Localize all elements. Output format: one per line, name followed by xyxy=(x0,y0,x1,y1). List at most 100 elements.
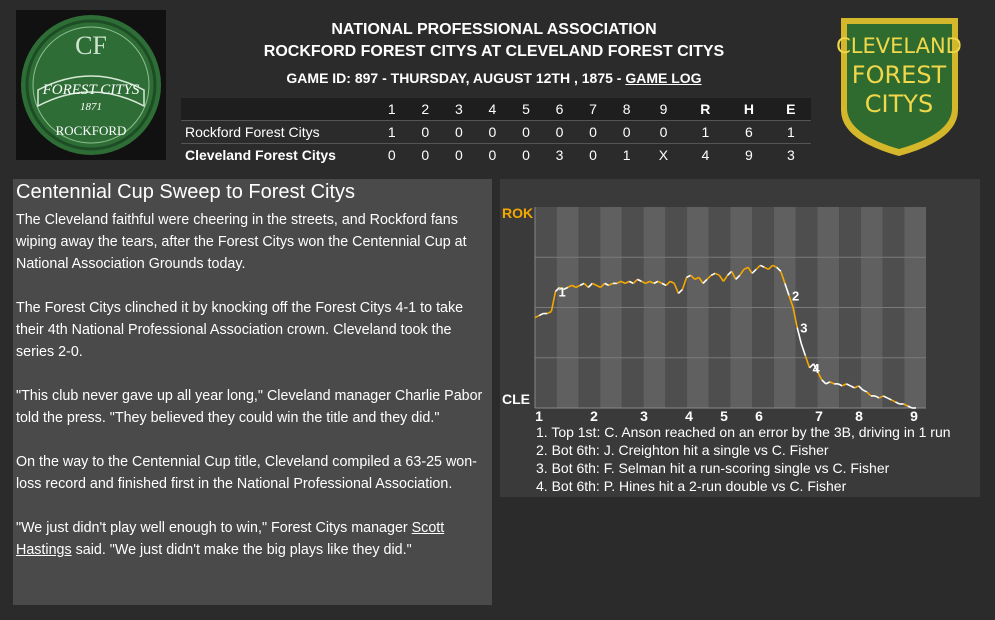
inning-label: 3 xyxy=(640,408,648,424)
game-log-link[interactable]: GAME LOG xyxy=(625,70,702,86)
win-probability-segment xyxy=(686,274,692,279)
win-probability-segment xyxy=(735,274,741,280)
inning-header: 5 xyxy=(522,101,530,117)
win-probability-segment xyxy=(772,264,778,269)
win-probability-segment xyxy=(722,274,729,282)
errors-cell: 3 xyxy=(786,147,795,163)
runs-cell: 4 xyxy=(701,147,710,163)
score-cell: 0 xyxy=(454,124,463,140)
bottom-team-label: CLE xyxy=(502,391,530,407)
win-probability-segment xyxy=(681,277,688,290)
win-probability-segment xyxy=(812,363,819,373)
logo-rockford: ROCKFORD xyxy=(56,123,127,138)
linescore-row-home: Cleveland Forest Citys 0 0 0 0 0 3 0 1 X… xyxy=(181,143,811,167)
win-probability-segment xyxy=(829,381,835,385)
win-probability-chart: ROK CLE 1 2 3 4 1 2 3 4 5 6 7 8 9 xyxy=(502,205,926,424)
hits-cell: 9 xyxy=(745,147,753,163)
win-probability-segment xyxy=(764,266,769,271)
inning-header: 1 xyxy=(387,101,396,117)
manager-link[interactable]: Scott Hastings xyxy=(16,520,445,558)
win-probability-segment xyxy=(608,282,614,287)
article-body: The Cleveland faithful were cheering in … xyxy=(16,209,490,583)
score-cell: 0 xyxy=(454,147,463,163)
linescore-table: 1 2 3 4 5 6 7 8 9 R H E Rockford Forest … xyxy=(181,98,811,166)
logo-citys: CITYS xyxy=(865,90,933,118)
article-paragraph: The Forest Citys clinched it by knocking… xyxy=(16,300,464,360)
score-cell: 0 xyxy=(387,147,396,163)
win-probability-segment xyxy=(706,274,712,280)
win-probability-segment xyxy=(567,284,573,289)
win-probability-segment xyxy=(628,280,634,285)
logo-year: 1871 xyxy=(80,101,102,113)
score-cell: 0 xyxy=(488,124,497,140)
win-probability-segment xyxy=(796,327,803,344)
win-probability-segment xyxy=(858,385,864,391)
win-probability-segment xyxy=(661,282,667,287)
logo-forest: FOREST xyxy=(852,61,947,89)
win-probability-segment xyxy=(657,280,663,285)
score-cell: 3 xyxy=(555,147,564,163)
runs-cell: 1 xyxy=(701,124,710,140)
key-play-marker: 1 xyxy=(558,284,565,299)
win-probability-segment xyxy=(837,383,843,387)
win-probability-segment xyxy=(592,282,597,287)
inning-header: 7 xyxy=(589,101,597,117)
inning-header: 9 xyxy=(659,101,668,117)
inning-label: 8 xyxy=(855,408,863,424)
play-legend-item: 1. Top 1st: C. Anson reached on an error… xyxy=(536,424,951,440)
article-headline: Centennial Cup Sweep to Forest Citys xyxy=(16,181,356,203)
inning-header: 8 xyxy=(622,101,631,117)
win-probability-segment xyxy=(841,383,847,387)
inning-header: 4 xyxy=(488,101,497,117)
win-probability-segment xyxy=(641,280,646,285)
win-probability-segment xyxy=(886,397,892,401)
matchup-title: ROCKFORD FOREST CITYS AT CLEVELAND FORES… xyxy=(263,43,725,60)
win-probability-segment xyxy=(624,280,630,285)
cleveland-logo: CLEVELAND FOREST CITYS xyxy=(833,10,966,160)
score-cell: 0 xyxy=(421,147,430,163)
win-probability-segment xyxy=(816,371,823,381)
home-team-name[interactable]: Cleveland Forest Citys xyxy=(185,147,336,163)
win-probability-segment xyxy=(751,268,757,274)
key-play-marker: 2 xyxy=(792,288,799,303)
score-cell: 0 xyxy=(488,147,497,163)
key-play-marker: 3 xyxy=(800,321,807,336)
win-probability-segment xyxy=(726,270,733,276)
logo-cleveland: CLEVELAND xyxy=(836,34,962,58)
win-probability-segment xyxy=(677,288,684,295)
win-probability-segment xyxy=(649,280,655,285)
win-probability-segment xyxy=(874,395,880,399)
score-cell: 0 xyxy=(522,147,530,163)
win-probability-segment xyxy=(538,312,544,317)
play-legend-item: 4. Bot 6th: P. Hines hit a 2-run double … xyxy=(536,478,847,494)
linescore-header-row: 1 2 3 4 5 6 7 8 9 R H E xyxy=(181,98,811,121)
win-probability-segment xyxy=(604,282,610,287)
win-probability-segment xyxy=(546,310,552,315)
play-legend-item: 2. Bot 6th: J. Creighton hit a single vs… xyxy=(536,442,829,458)
team-column-header xyxy=(181,98,375,121)
win-probability-segment xyxy=(673,283,680,294)
quote-text: said. "We just didn't make the big plays… xyxy=(71,542,412,558)
win-probability-segment xyxy=(776,266,782,272)
inning-header: 3 xyxy=(454,101,463,117)
win-probability-segment xyxy=(862,389,868,393)
logo-forest-citys: FOREST CITYS xyxy=(42,82,140,98)
win-probability-segment xyxy=(690,274,696,280)
win-probability-segment xyxy=(710,272,716,277)
away-team-name[interactable]: Rockford Forest Citys xyxy=(185,124,320,140)
win-probability-segment xyxy=(882,395,888,399)
win-probability-segment xyxy=(669,280,675,285)
win-probability-segment xyxy=(645,280,651,285)
inning-label: 6 xyxy=(755,408,763,424)
win-probability-segment xyxy=(550,291,557,312)
errors-header: E xyxy=(786,101,796,117)
win-probability-segment xyxy=(579,282,585,287)
win-probability-segment xyxy=(759,264,765,269)
win-probability-segment xyxy=(554,286,561,292)
win-probability-segment xyxy=(698,276,704,284)
win-probability-segment xyxy=(755,264,761,270)
win-probability-segment xyxy=(878,395,884,399)
win-probability-segment xyxy=(596,284,601,289)
game-info-text: GAME ID: 897 - THURSDAY, AUGUST 12TH , 1… xyxy=(286,70,626,86)
win-probability-segment xyxy=(575,284,581,289)
